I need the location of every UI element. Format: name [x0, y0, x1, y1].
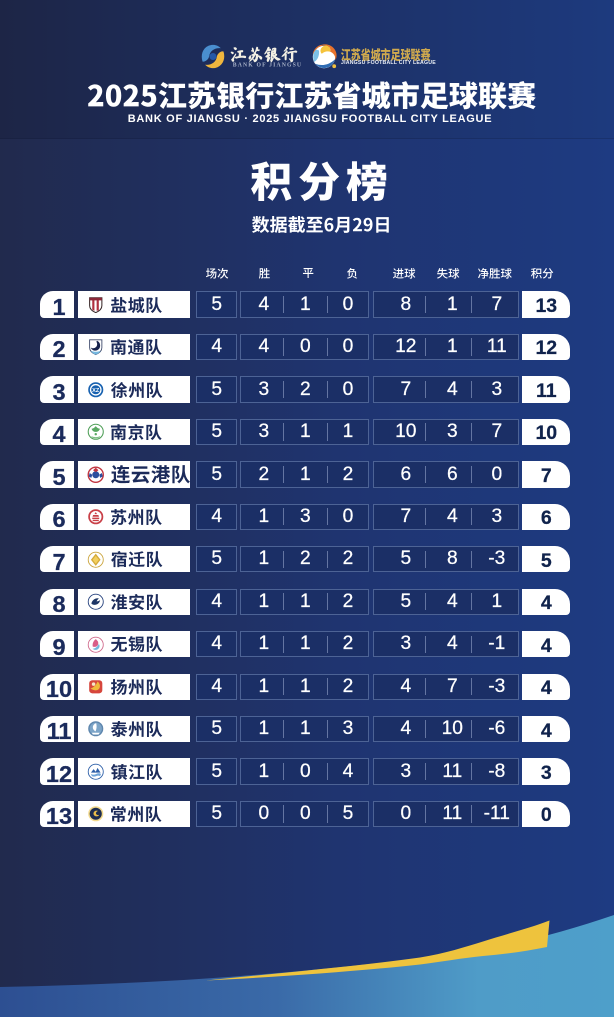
svg-text:XZ: XZ [92, 388, 100, 394]
